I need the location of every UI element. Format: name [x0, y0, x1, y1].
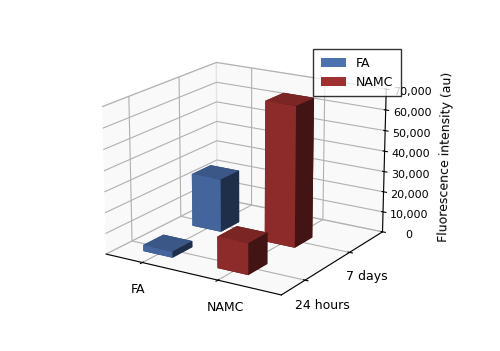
Legend: FA, NAMC: FA, NAMC: [313, 49, 400, 96]
